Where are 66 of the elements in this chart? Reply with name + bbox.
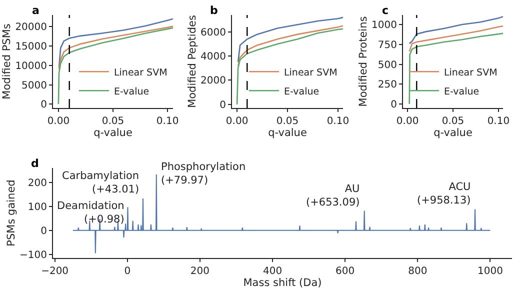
y-axis-title: Modified PSMs	[1, 24, 14, 100]
x-tick-label: 0.10	[487, 116, 510, 127]
line-series	[58, 18, 173, 68]
x-tick-label: 0	[124, 266, 131, 277]
annotation: ACU (+958.13)	[417, 181, 471, 207]
y-tick-label: 750	[378, 40, 397, 51]
x-axis-title: q-value	[94, 127, 132, 139]
line-series	[408, 16, 503, 44]
annotation: AU (+653.09)	[306, 183, 360, 209]
y-axis-title: Modified Peptides	[186, 15, 198, 108]
chart-title: b	[210, 4, 218, 17]
x-tick-label: 0.00	[396, 116, 419, 127]
legend-label: E-value	[284, 86, 320, 98]
x-tick-label: 0.10	[326, 116, 350, 127]
x-tick-label: 0.00	[226, 116, 248, 127]
x-axis-title: Mass shift (Da)	[243, 277, 322, 289]
legend-label: E-value	[114, 86, 150, 98]
y-tick-label: 100	[28, 202, 47, 213]
y-tick-label: 250	[378, 80, 397, 91]
legend-label: E-value	[444, 86, 480, 98]
y-tick-label: 4000	[200, 52, 226, 63]
line-series	[58, 26, 173, 70]
x-tick-label: 0.05	[102, 116, 124, 127]
line-series	[58, 27, 173, 105]
y-tick-label: 500	[378, 60, 397, 71]
x-tick-label: 600	[336, 266, 355, 277]
y-tick-label: 5000	[22, 80, 47, 92]
y-tick-label: −100	[20, 250, 47, 261]
chart-title: d	[31, 157, 39, 170]
chart-title: c	[382, 4, 389, 17]
y-tick-label: 0	[220, 100, 226, 111]
line-series	[237, 16, 343, 63]
y-tick-label: 0	[390, 100, 397, 111]
x-tick-label: 0.10	[156, 116, 179, 127]
line-series	[237, 25, 343, 66]
chart-title: a	[32, 4, 40, 17]
line-series	[408, 25, 503, 52]
y-tick-label: 2000	[200, 76, 226, 87]
x-tick-label: 200	[190, 266, 210, 277]
line-series	[408, 32, 503, 105]
x-axis-title: q-value	[434, 127, 472, 139]
legend-label: Linear SVM	[444, 67, 498, 78]
y-axis-title: Modified Proteins	[357, 16, 370, 107]
x-tick-label: 0.05	[442, 116, 464, 127]
x-tick-label: 400	[262, 266, 282, 277]
line-series	[236, 28, 343, 106]
x-tick-label: −200	[41, 266, 69, 277]
y-tick-label: 6000	[200, 27, 226, 38]
y-tick-label: 15000	[15, 42, 47, 52]
x-tick-label: 800	[408, 266, 428, 277]
y-tick-label: 10000	[15, 60, 47, 72]
y-tick-label: 200	[28, 178, 47, 189]
y-axis-title: PSMs gained	[5, 180, 18, 246]
x-axis-title: q-value	[268, 127, 307, 139]
y-tick-label: 0	[40, 100, 47, 111]
annotation: Phosphorylation (+79.97)	[161, 161, 246, 187]
legend-label: Linear SVM	[284, 67, 338, 78]
x-tick-label: 1000	[478, 266, 503, 277]
x-tick-label: 0.00	[47, 116, 70, 127]
annotation: Carbamylation (+43.01)	[62, 170, 140, 196]
y-tick-label: 20000	[15, 22, 47, 34]
y-tick-label: 0	[40, 226, 47, 237]
legend-label: Linear SVM	[114, 67, 168, 78]
y-tick-label: 1000	[372, 20, 397, 32]
annotation: Deamidation (+0.98)	[57, 200, 124, 226]
x-tick-label: 0.05	[276, 116, 299, 127]
